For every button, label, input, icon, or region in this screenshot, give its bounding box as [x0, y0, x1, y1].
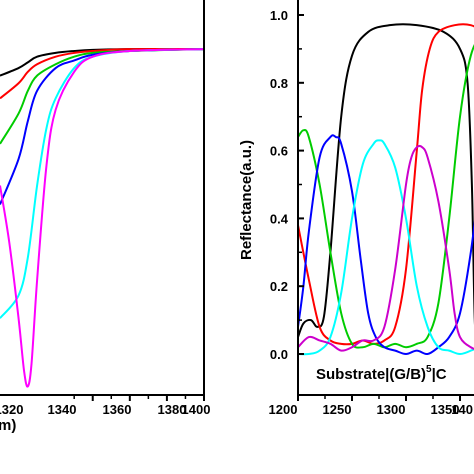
annotation-superscript: 5 — [426, 364, 432, 375]
right-y-tick-label: 0.6 — [270, 144, 288, 159]
left-series-3 — [0, 48, 204, 205]
left-series-2 — [0, 48, 204, 145]
left-x-tick-label: 1340 — [48, 402, 77, 417]
structure-annotation: Substrate|(G/B)5|C — [316, 364, 447, 383]
left-series-group — [0, 47, 204, 388]
right-x-tick-label: 1200 — [269, 402, 298, 417]
right-x-tick-label: 140 — [451, 402, 473, 417]
annotation-text: Substrate|(G/B) — [316, 366, 426, 383]
right-series-0 — [298, 23, 474, 338]
annotation-suffix: |C — [432, 366, 447, 383]
right-x-tick-label: 1300 — [377, 402, 406, 417]
right-series-group — [298, 23, 474, 386]
left-x-tick-label: 1360 — [103, 402, 132, 417]
right-x-tick-label: 1250 — [323, 402, 352, 417]
svg-text:Substrate|(G/B)5|C: Substrate|(G/B)5|C — [316, 364, 447, 383]
left-series-5 — [0, 48, 204, 388]
right-y-tick-label: 0.2 — [270, 279, 288, 294]
right-y-tick-label: 0.4 — [270, 211, 289, 226]
left-x-label-fragment: m) — [0, 417, 16, 434]
right-y-ticks: 0.0 0.2 0.4 0.6 0.8 1.0 — [270, 8, 304, 362]
left-x-tick-label: 1380 — [158, 402, 187, 417]
right-y-tick-label: 1.0 — [270, 8, 288, 23]
left-x-tick-label: 1320 — [0, 402, 23, 417]
left-x-tick-label: 1400 — [182, 402, 211, 417]
left-series-1 — [0, 47, 204, 100]
right-series-4 — [298, 139, 474, 356]
left-series-4 — [0, 48, 204, 319]
right-series-2 — [298, 43, 474, 349]
right-y-axis-label: Reflectance(a.u.) — [238, 140, 255, 260]
right-x-tick-label: 1350 — [431, 402, 460, 417]
right-series-5 — [298, 144, 474, 352]
right-series-1 — [298, 23, 474, 346]
right-y-tick-label: 0.8 — [270, 76, 288, 91]
annotation-backdrop — [310, 362, 474, 386]
right-y-tick-label: 0.0 — [270, 347, 288, 362]
